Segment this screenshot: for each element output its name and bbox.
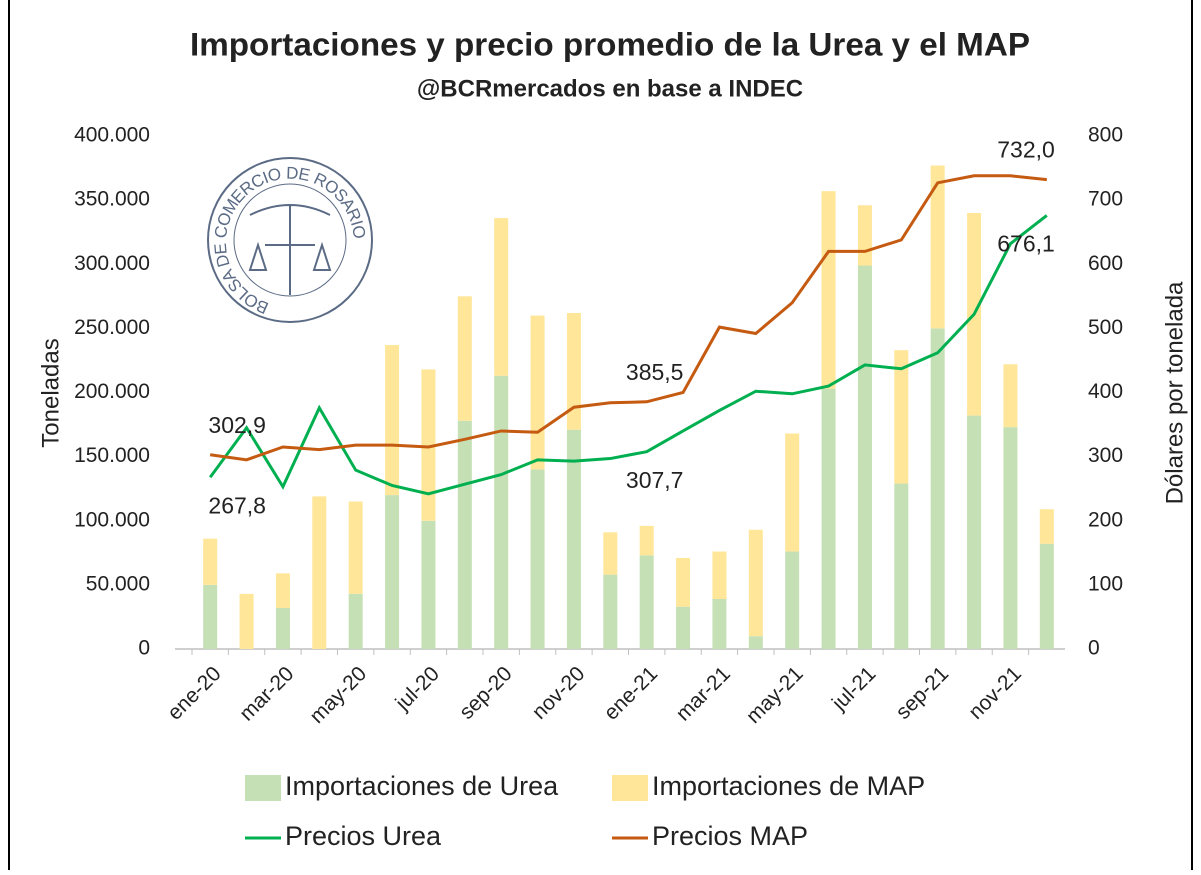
bar xyxy=(603,532,618,575)
bar xyxy=(712,598,727,649)
legend-label: Importaciones de MAP xyxy=(652,771,925,801)
y-tick-label: 150.000 xyxy=(74,444,150,467)
bar xyxy=(1003,364,1018,428)
y-tick-label: 300.000 xyxy=(74,252,150,275)
legend-label: Precios MAP xyxy=(652,821,808,851)
bar xyxy=(203,538,218,585)
bar xyxy=(1039,509,1054,544)
y-tick-label: 250.000 xyxy=(74,316,150,339)
line xyxy=(208,214,1048,496)
line xyxy=(209,174,1047,462)
bar xyxy=(967,415,982,649)
bar xyxy=(857,205,872,266)
bar xyxy=(530,315,545,470)
bar xyxy=(821,388,836,649)
bar xyxy=(930,328,945,649)
y2-axis-title: Dólares por tonelada xyxy=(1161,281,1188,504)
y2-tick-label: 400 xyxy=(1088,380,1123,403)
y2-tick-label: 0 xyxy=(1088,637,1100,660)
bar xyxy=(239,593,254,649)
bar xyxy=(785,551,800,649)
legend-swatch xyxy=(245,775,281,801)
bar xyxy=(566,312,581,430)
bar xyxy=(748,529,763,637)
bar xyxy=(676,557,691,607)
bar xyxy=(1039,543,1054,649)
bar xyxy=(748,636,763,649)
y-tick-label: 200.000 xyxy=(74,380,150,403)
bar xyxy=(203,584,218,649)
legend-label: Importaciones de Urea xyxy=(285,771,559,801)
bar xyxy=(785,433,800,552)
legend-swatch xyxy=(612,775,648,801)
bar xyxy=(348,593,363,649)
data-label: 385,5 xyxy=(626,359,684,385)
y-tick-label: 350.000 xyxy=(74,188,150,211)
logo-ring xyxy=(233,183,347,297)
bar xyxy=(385,345,400,496)
bar xyxy=(857,265,872,649)
bar xyxy=(385,495,400,649)
bar xyxy=(930,165,945,329)
y-tick-label: 50.000 xyxy=(86,572,150,595)
bar xyxy=(421,520,436,649)
bar xyxy=(530,469,545,649)
bar xyxy=(494,375,509,649)
y2-tick-label: 200 xyxy=(1088,508,1123,531)
y2-tick-label: 500 xyxy=(1088,316,1123,339)
y2-tick-label: 700 xyxy=(1088,188,1123,211)
legend-label: Precios Urea xyxy=(285,821,442,851)
data-label: 676,1 xyxy=(997,231,1055,257)
y-tick-label: 0 xyxy=(138,637,150,660)
y-axis-title: Toneladas xyxy=(37,338,64,447)
chart-title: Importaciones y precio promedio de la Ur… xyxy=(190,26,1030,62)
bar xyxy=(421,369,436,521)
bar xyxy=(1003,427,1018,649)
bar xyxy=(494,218,509,376)
bar xyxy=(712,551,727,599)
bar xyxy=(821,191,836,389)
bar xyxy=(894,483,909,649)
y2-tick-label: 600 xyxy=(1088,252,1123,275)
y2-tick-label: 300 xyxy=(1088,444,1123,467)
data-label: 732,0 xyxy=(997,137,1055,163)
y2-tick-label: 800 xyxy=(1088,124,1123,147)
y-tick-label: 400.000 xyxy=(74,124,150,147)
bar xyxy=(457,296,472,421)
data-label: 302,9 xyxy=(208,412,266,438)
bar xyxy=(566,429,581,649)
data-label: 307,7 xyxy=(626,467,684,493)
bar xyxy=(457,420,472,649)
bar xyxy=(639,555,654,649)
bar xyxy=(639,525,654,556)
bar xyxy=(275,607,290,649)
bar xyxy=(275,573,290,608)
chart-subtitle: @BCRmercados en base a INDEC xyxy=(417,75,803,102)
y2-tick-label: 100 xyxy=(1088,572,1123,595)
logo-ring xyxy=(207,157,373,323)
bar xyxy=(348,501,363,594)
bar xyxy=(676,606,691,649)
bar xyxy=(603,574,618,649)
y-tick-label: 100.000 xyxy=(74,508,150,531)
bar xyxy=(894,350,909,484)
data-label: 267,8 xyxy=(208,492,266,518)
bar xyxy=(312,496,327,649)
logo-emblem xyxy=(248,204,332,295)
